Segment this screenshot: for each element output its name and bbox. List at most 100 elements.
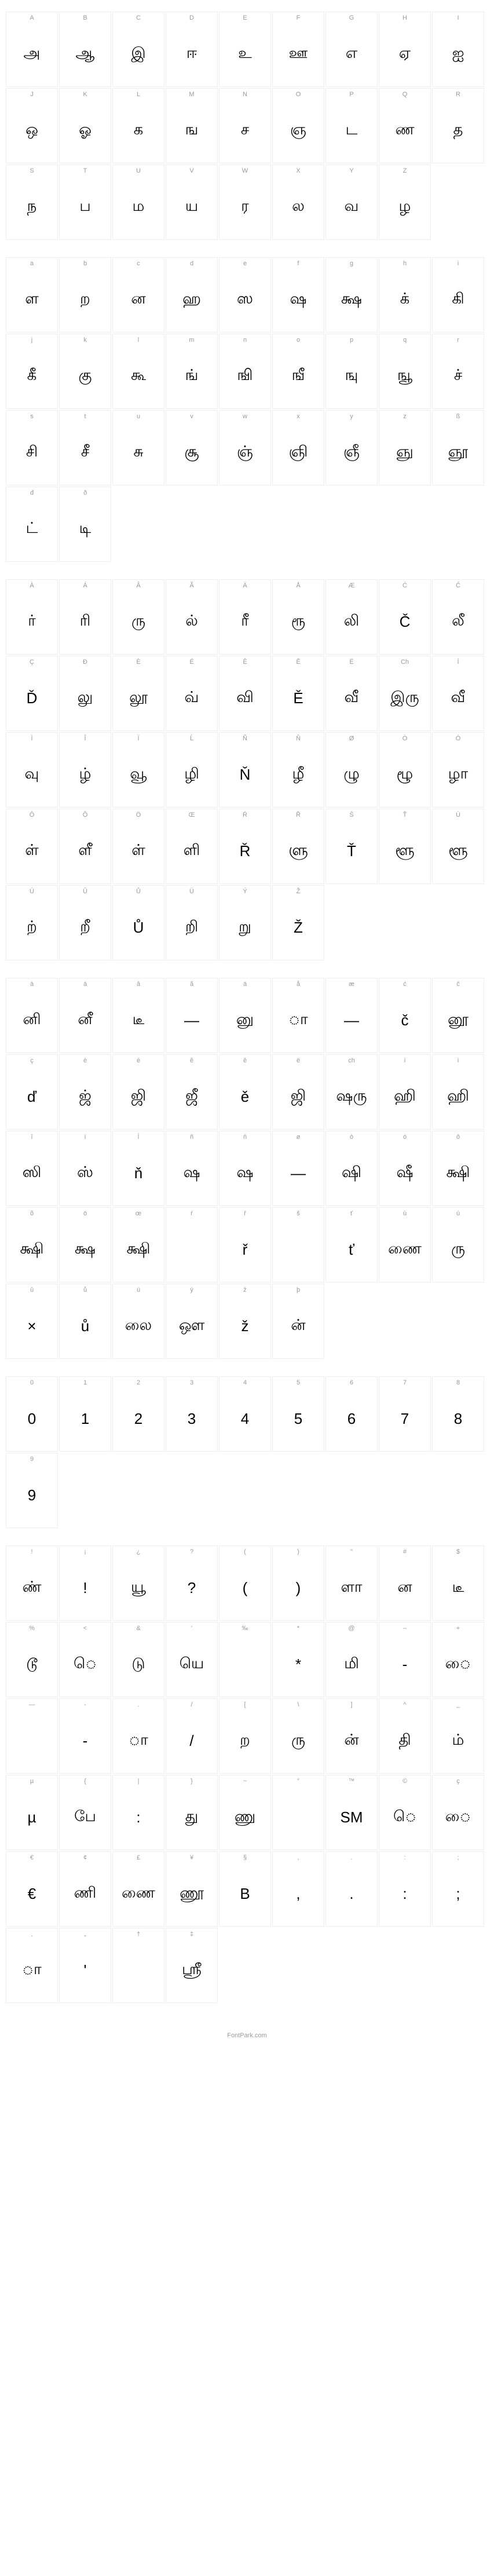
cell-label: ): [275, 1548, 321, 1558]
glyph-cell: lகூ: [112, 334, 164, 409]
cell-label: Í: [435, 659, 481, 668]
glyph-cell: Rத: [432, 88, 484, 163]
glyph-cell: Zழ: [379, 165, 431, 240]
glyph-cell: ø—: [272, 1131, 324, 1206]
cell-label: Ê: [222, 659, 268, 668]
glyph-cell: âடீ: [112, 978, 164, 1053]
glyph-cell: Tப: [59, 165, 111, 240]
cell-glyph: ': [84, 1940, 87, 2000]
glyph-cell: ĚĚ: [272, 656, 324, 731]
cell-glyph: ஞு: [396, 422, 414, 483]
glyph-cell: Vய: [166, 165, 218, 240]
cell-glyph: č: [401, 990, 409, 1050]
glyph-cell: 99: [6, 1453, 58, 1528]
glyph-cell: Úற்: [6, 885, 58, 960]
cell-label: è: [62, 1057, 108, 1066]
glyph-cell: }து: [166, 1775, 218, 1850]
cell-label: Đ: [62, 659, 108, 668]
cell-label: Ñ: [222, 735, 268, 744]
glyph-cell: ŕ: [166, 1207, 218, 1282]
cell-label: ň: [222, 1134, 268, 1143]
cell-glyph: *: [295, 1634, 301, 1694]
glyph-cell: jகீ: [6, 334, 58, 409]
cell-label: ‚: [9, 1931, 55, 1940]
cell-label: T: [62, 167, 108, 177]
cell-glyph: ள்: [25, 821, 38, 881]
cell-glyph: ஹி: [447, 1066, 469, 1127]
cell-glyph: ச்: [454, 346, 462, 406]
cell-glyph: வு: [25, 744, 39, 805]
glyph-cell: --: [59, 1698, 111, 1774]
glyph-cell: €€: [6, 1851, 58, 1927]
cell-glyph: ா: [129, 1711, 148, 1771]
glyph-cell: ŔŘ: [219, 809, 271, 884]
cell-label: ř: [222, 1210, 268, 1219]
cell-label: Õ: [62, 812, 108, 821]
glyph-cell: ŽŽ: [272, 885, 324, 960]
cell-glyph: ய: [185, 177, 198, 237]
glyph-cell: çď: [6, 1054, 58, 1130]
cell-label: ú: [435, 1210, 481, 1219]
cell-glyph: ை: [445, 1787, 471, 1847]
cell-label: L: [115, 91, 162, 100]
cell-glyph: கீ: [27, 346, 37, 406]
cell-glyph: ஞி: [289, 422, 308, 483]
cell-label: ‡: [169, 1931, 215, 1940]
cell-label: ë: [275, 1057, 321, 1066]
glyph-cell: ¿யூ: [112, 1545, 164, 1621]
cell-label: Š: [328, 812, 375, 821]
glyph-cell: chஷரு: [325, 1054, 378, 1130]
glyph-cell: %டூ: [6, 1622, 58, 1697]
glyph-cell: yஞீ: [325, 410, 378, 485]
glyph-cell: Dஈ: [166, 12, 218, 87]
cell-label: Č: [435, 582, 481, 591]
glyph-cell: ĆČ: [379, 579, 431, 655]
glyph-cell: ‚ா: [6, 1928, 58, 2003]
cell-glyph: ஊ: [289, 24, 308, 84]
glyph-cell: Õளீ: [59, 809, 111, 884]
glyph-cell: vசூ: [166, 410, 218, 485]
glyph-cell: [ற: [219, 1698, 271, 1774]
cell-glyph: -: [83, 1711, 88, 1771]
cell-label: p: [328, 337, 375, 346]
glyph-cell: ůů: [59, 1284, 111, 1359]
cell-label: ĺ: [115, 1134, 162, 1143]
cell-glyph: றீ: [80, 897, 90, 958]
cell-glyph: ல: [292, 177, 305, 237]
cell-label: ť: [328, 1210, 375, 1219]
cell-glyph: ழீ: [292, 744, 305, 805]
glyph-cell: Üறி: [166, 885, 218, 960]
cell-glyph: ளூ: [448, 821, 467, 881]
glyph-cell: {பே: [59, 1775, 111, 1850]
cell-glyph: பே: [74, 1787, 96, 1847]
cell-glyph: ஷீ: [396, 1143, 413, 1203]
glyph-cell: Óழா: [432, 732, 484, 807]
cell-label: Ň: [275, 735, 321, 744]
cell-glyph: னி: [23, 990, 41, 1050]
cell-glyph: ஞூ: [448, 422, 468, 483]
section-lowercase: aளbறcனdஹeஸfஷgக்ஷhக்iகிjகீkகுlகூmங்nஙிoஙீ…: [6, 257, 488, 562]
glyph-cell: ťť: [325, 1207, 378, 1282]
cell-glyph: ரு: [291, 1711, 305, 1771]
glyph-cell: fஷ: [272, 257, 324, 332]
glyph-cell: Êவி: [219, 656, 271, 731]
cell-label: M: [169, 91, 215, 100]
glyph-cell: Ëவீ: [325, 656, 378, 731]
cell-label: g: [328, 260, 375, 269]
cell-label: 4: [222, 1379, 268, 1389]
cell-glyph: ஸ்ரீ: [182, 1940, 202, 2000]
cell-glyph: வீ: [451, 668, 466, 728]
glyph-cell: üலை: [112, 1284, 164, 1359]
cell-label: !: [9, 1548, 55, 1558]
glyph-cell: ðடி: [59, 487, 111, 562]
cell-label: í: [382, 1057, 428, 1066]
glyph-cell: Oஞ: [272, 88, 324, 163]
glyph-cell: sசி: [6, 410, 58, 485]
glyph-cell: ;;: [432, 1851, 484, 1927]
cell-glyph: ப: [79, 177, 90, 237]
cell-glyph: ň: [134, 1143, 142, 1203]
cell-glyph: ரி: [80, 591, 91, 652]
cell-label: a: [9, 260, 55, 269]
cell-label: s: [9, 413, 55, 422]
glyph-cell: Ĺழி: [166, 732, 218, 807]
